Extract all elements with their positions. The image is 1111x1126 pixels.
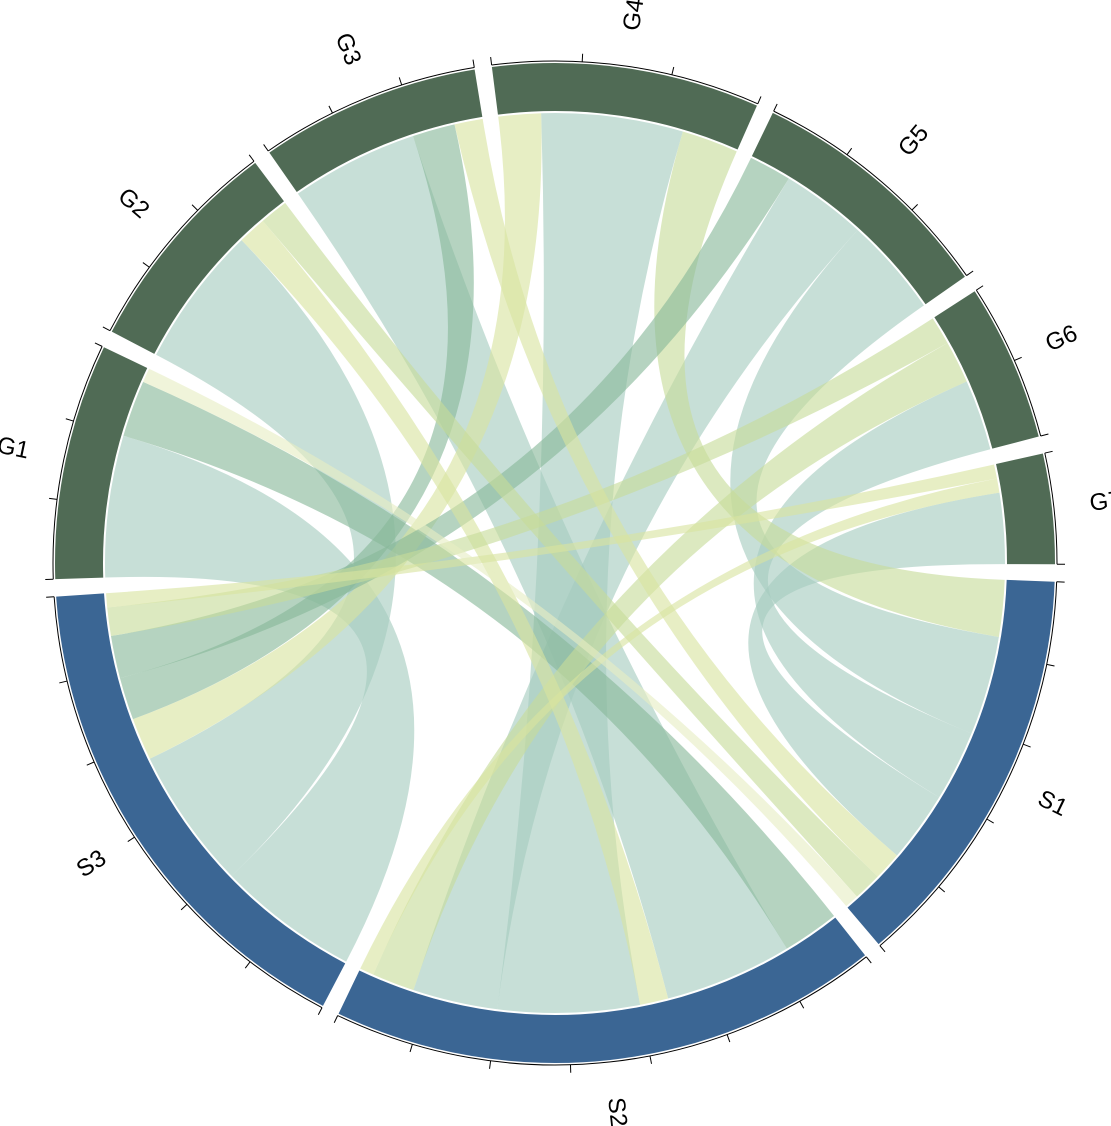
node-label: G4 <box>618 0 649 32</box>
node-label: S2 <box>602 1096 632 1126</box>
chord-diagram: S1S2S3G1G2G3G4G5G6G7 <box>0 0 1111 1126</box>
tick-mark <box>46 597 54 598</box>
node-label: G7 <box>1088 486 1111 516</box>
ribbons-group <box>105 113 1005 1013</box>
node-label: G1 <box>0 432 31 465</box>
